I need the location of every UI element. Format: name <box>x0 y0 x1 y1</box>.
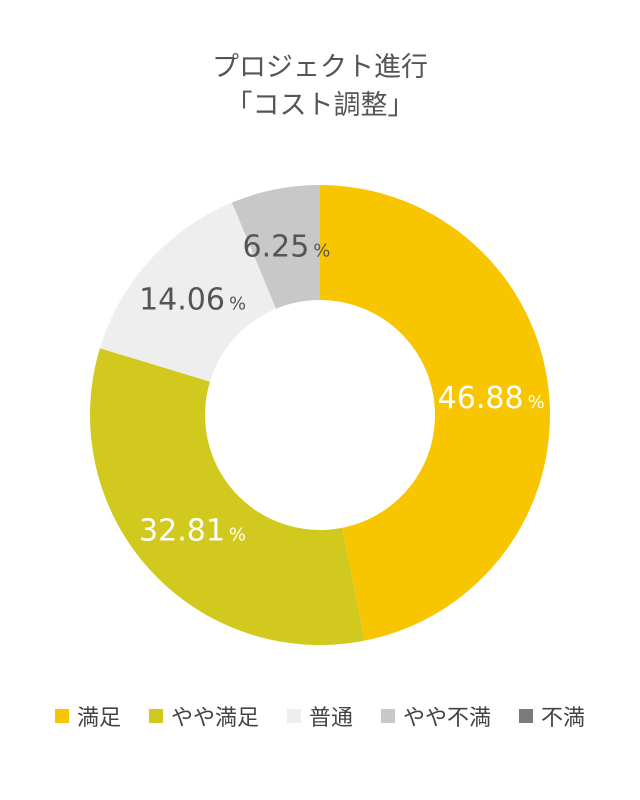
donut-slice-0 <box>320 185 551 641</box>
legend-item-4: 不満 <box>519 700 585 732</box>
slice-label-2: 14.06% <box>139 282 246 317</box>
chart-legend: 満足 やや満足 普通 やや不満 不満 <box>0 700 640 732</box>
donut-slice-1 <box>89 348 365 645</box>
legend-item-0: 満足 <box>54 700 121 732</box>
legend-swatch-3 <box>381 709 395 723</box>
slice-label-3: 6.25% <box>242 229 330 264</box>
legend-swatch-2 <box>286 709 301 723</box>
legend-label-2: 普通 <box>308 706 353 731</box>
legend-swatch-0 <box>54 709 69 723</box>
legend-swatch-1 <box>148 709 163 723</box>
legend-label-0: 満足 <box>76 706 121 731</box>
legend-swatch-4 <box>519 709 534 723</box>
slice-label-1: 32.81% <box>139 513 246 548</box>
legend-label-1: やや満足 <box>170 706 259 731</box>
legend-label-4: 不満 <box>541 706 586 731</box>
donut-slice-3 <box>231 185 320 309</box>
slice-label-0: 46.88% <box>438 381 545 416</box>
chart-title-line-1: プロジェクト進行 <box>212 52 428 83</box>
legend-item-1: やや満足 <box>148 700 259 732</box>
chart-title-line-2: 「コスト調整」 <box>225 90 415 121</box>
legend-item-3: やや不満 <box>381 700 491 732</box>
donut-chart: 46.88 % 32.81 % 14.06 % 6.25% <box>89 185 551 645</box>
donut-slice-2 <box>99 202 276 382</box>
legend-item-2: 普通 <box>286 700 353 732</box>
legend-label-3: やや不満 <box>403 706 492 731</box>
